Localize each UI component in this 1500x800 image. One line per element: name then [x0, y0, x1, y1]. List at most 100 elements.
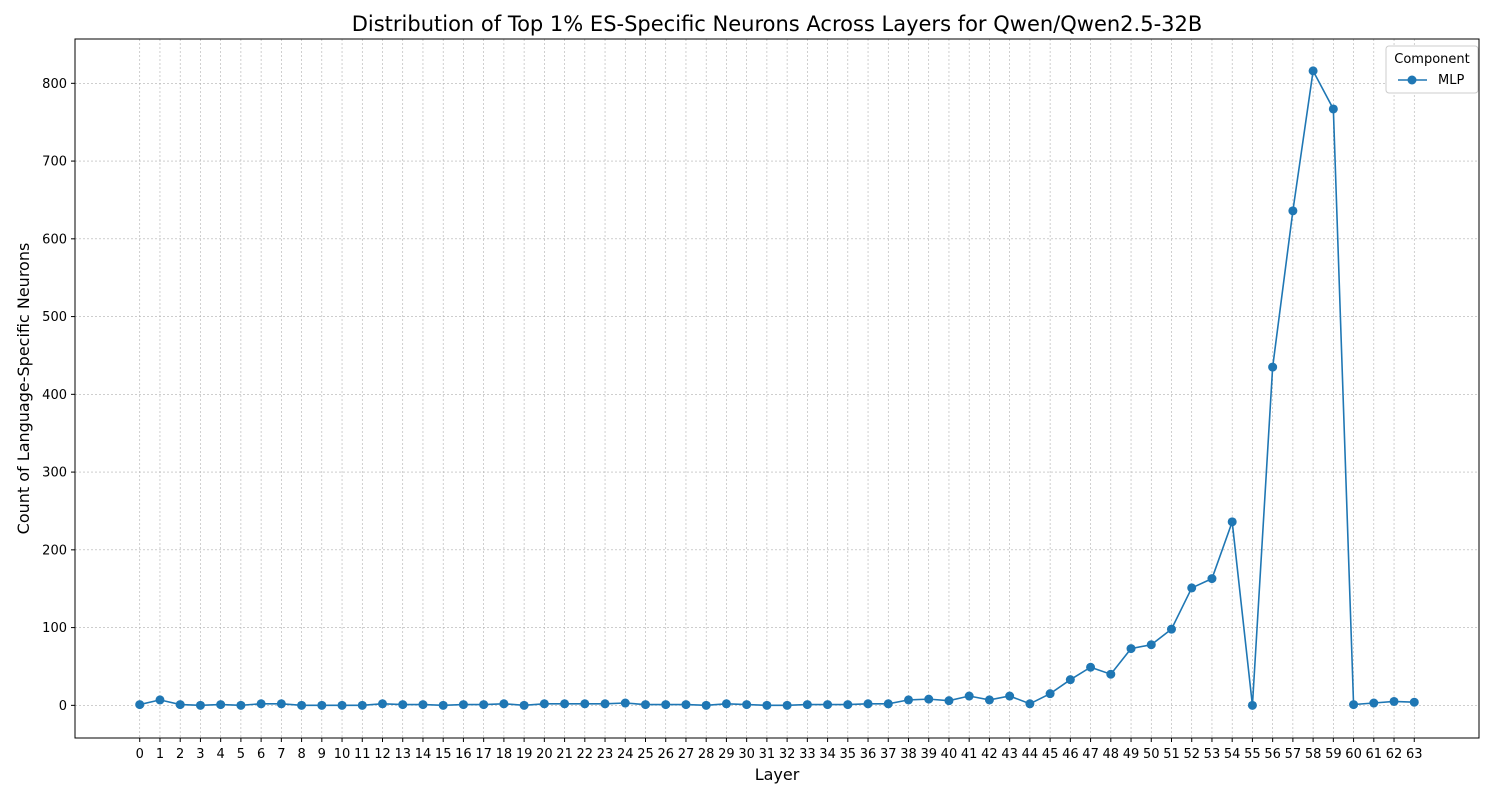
x-tick-label: 35 — [840, 747, 857, 762]
data-point — [337, 700, 347, 710]
x-tick-label: 51 — [1163, 747, 1180, 762]
x-tick-label: 45 — [1042, 747, 1059, 762]
x-tick-label: 59 — [1325, 747, 1342, 762]
data-point — [762, 700, 772, 710]
x-tick-label: 4 — [217, 747, 225, 762]
data-point — [276, 699, 286, 709]
data-point — [418, 700, 428, 710]
y-tick-label: 100 — [42, 621, 67, 636]
x-tick-label: 44 — [1022, 747, 1039, 762]
data-point — [681, 700, 691, 710]
data-point — [1166, 624, 1176, 634]
data-point — [1268, 362, 1278, 372]
x-tick-label: 30 — [738, 747, 755, 762]
data-point — [1106, 669, 1116, 679]
legend-title: Component — [1394, 52, 1469, 67]
data-point — [458, 700, 468, 710]
x-tick-label: 49 — [1123, 747, 1140, 762]
data-point — [1005, 691, 1015, 701]
x-tick-label: 50 — [1143, 747, 1160, 762]
x-tick-label: 26 — [657, 747, 674, 762]
y-tick-label: 400 — [42, 388, 67, 403]
x-tick-label: 60 — [1345, 747, 1362, 762]
data-point — [1328, 104, 1338, 114]
data-point — [135, 700, 145, 710]
data-point — [1227, 517, 1237, 527]
x-tick-label: 33 — [799, 747, 816, 762]
y-axis: 0 100 200 300 400 500 600 700 800 — [42, 77, 75, 714]
plot-area — [74, 38, 1480, 739]
series-mlp — [135, 66, 1419, 710]
x-tick-label: 32 — [779, 747, 796, 762]
x-tick-label: 57 — [1285, 747, 1302, 762]
data-point — [297, 700, 307, 710]
series-line — [139, 68, 1415, 707]
x-tick-label: 16 — [455, 747, 472, 762]
data-point — [1247, 700, 1257, 710]
data-point — [155, 695, 165, 705]
x-tick-label: 37 — [880, 747, 897, 762]
x-tick-label: 25 — [637, 747, 654, 762]
data-point — [1187, 583, 1197, 593]
x-tick-label: 10 — [334, 747, 351, 762]
data-point — [539, 699, 549, 709]
x-tick-label: 41 — [961, 747, 978, 762]
x-tick-label: 46 — [1062, 747, 1079, 762]
x-tick-label: 24 — [617, 747, 634, 762]
data-point — [1045, 689, 1055, 699]
x-tick-label: 62 — [1386, 747, 1403, 762]
y-tick-label: 0 — [59, 699, 67, 714]
x-tick-label: 7 — [277, 747, 285, 762]
data-point — [1288, 206, 1298, 216]
x-tick-label: 2 — [176, 747, 184, 762]
x-axis: 0 1 2 3 4 5 6 7 8 9 10 11 12 13 14 15 16 17 18 19 20 21 22 23 24… — [136, 738, 1423, 762]
y-tick-label: 200 — [42, 543, 67, 558]
legend-dot-marker — [1407, 75, 1417, 85]
x-tick-label: 6 — [257, 747, 265, 762]
data-point — [1369, 698, 1379, 708]
data-point — [823, 700, 833, 710]
x-tick-label: 9 — [318, 747, 326, 762]
data-point — [641, 700, 651, 710]
y-tick-label: 500 — [42, 310, 67, 325]
data-point — [1146, 640, 1156, 650]
x-tick-label: 0 — [136, 747, 144, 762]
x-tick-label: 52 — [1183, 747, 1200, 762]
x-tick-label: 56 — [1264, 747, 1281, 762]
x-tick-label: 63 — [1406, 747, 1423, 762]
y-tick-label: 300 — [42, 466, 67, 481]
x-tick-label: 1 — [156, 747, 164, 762]
data-point — [620, 698, 630, 708]
x-tick-label: 53 — [1204, 747, 1221, 762]
legend: Component MLP — [1385, 45, 1479, 94]
x-tick-label: 42 — [981, 747, 998, 762]
data-point — [843, 700, 853, 710]
data-point — [721, 699, 731, 709]
data-point — [701, 700, 711, 710]
data-point — [499, 699, 509, 709]
x-tick-label: 58 — [1305, 747, 1322, 762]
data-point — [378, 699, 388, 709]
x-tick-label: 11 — [354, 747, 371, 762]
data-point — [661, 700, 671, 710]
x-tick-label: 18 — [496, 747, 513, 762]
x-tick-label: 22 — [577, 747, 594, 762]
y-tick-label: 800 — [42, 77, 67, 92]
data-point — [438, 700, 448, 710]
x-tick-label: 43 — [1001, 747, 1018, 762]
data-point — [256, 699, 266, 709]
x-tick-label: 17 — [475, 747, 492, 762]
x-tick-label: 40 — [941, 747, 958, 762]
data-point — [944, 696, 954, 706]
x-tick-label: 23 — [597, 747, 614, 762]
data-point — [479, 700, 489, 710]
x-tick-label: 20 — [536, 747, 553, 762]
data-point — [398, 700, 408, 710]
y-tick-label: 600 — [42, 232, 67, 247]
data-point — [964, 691, 974, 701]
x-tick-label: 14 — [415, 747, 432, 762]
data-point — [883, 699, 893, 709]
data-point — [924, 694, 934, 704]
data-point — [317, 700, 327, 710]
